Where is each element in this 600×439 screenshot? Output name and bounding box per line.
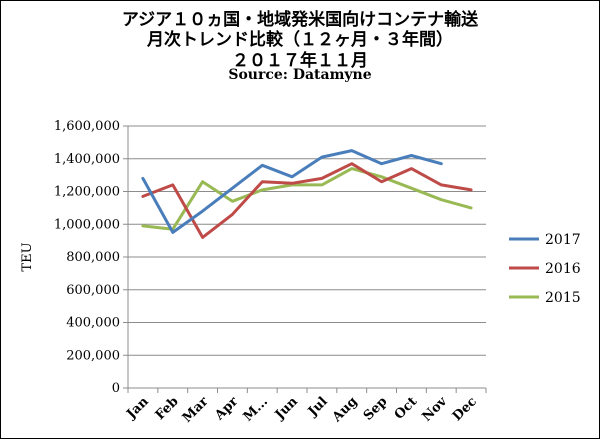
x-tick-label: Dec — [450, 394, 480, 424]
y-tick-label: 1,200,000 — [54, 185, 120, 200]
y-tick-label: 400,000 — [66, 316, 120, 331]
y-tick-label: 1,600,000 — [54, 119, 120, 134]
y-axis-label: TEU — [20, 242, 35, 271]
x-tick-label: Nov — [420, 394, 451, 425]
y-tick-labels: 0 200,000 400,000 600,000 800,000 1,000,000 1,… — [54, 119, 120, 396]
x-tick-label: Sep — [361, 394, 391, 424]
chart-date-label: ２０１７年１１月 — [232, 51, 368, 71]
y-tick-label: 0 — [112, 381, 120, 396]
chart-subtitle: 月次トレンド比較（１２ヶ月・３年間） — [147, 30, 453, 50]
legend: 2017 2016 2015 — [509, 232, 581, 306]
y-tick-label: 600,000 — [66, 283, 120, 298]
series-line-2015 — [141, 167, 473, 231]
y-tick-label: 1,400,000 — [54, 152, 120, 167]
series-lines — [141, 149, 473, 239]
chart-title: アジア１０ヵ国・地域発米国向けコンテナ輸送 — [121, 10, 479, 30]
x-tick-label: Aug — [329, 394, 361, 426]
x-tick-label: Jun — [272, 394, 301, 423]
x-tick-label: Mar — [180, 394, 212, 426]
x-tick-label: Jul — [305, 394, 331, 420]
chart-source: Source: Datamyne — [228, 67, 372, 83]
y-tick-label: 200,000 — [66, 348, 120, 363]
legend-label-2016: 2016 — [545, 261, 581, 277]
legend-label-2015: 2015 — [545, 290, 581, 306]
y-tick-label: 1,000,000 — [54, 217, 120, 232]
x-tick-label: Oct — [392, 394, 420, 422]
x-tick-label: M... — [241, 394, 271, 424]
x-tick-label: Apr — [212, 394, 242, 424]
x-tick-label: Feb — [153, 394, 182, 423]
axes — [123, 125, 487, 393]
y-tick-label: 800,000 — [66, 250, 120, 265]
series-line-2017 — [141, 149, 443, 234]
legend-label-2017: 2017 — [545, 232, 581, 248]
x-tick-label: Jan — [123, 394, 152, 423]
series-line-2016 — [141, 162, 473, 239]
